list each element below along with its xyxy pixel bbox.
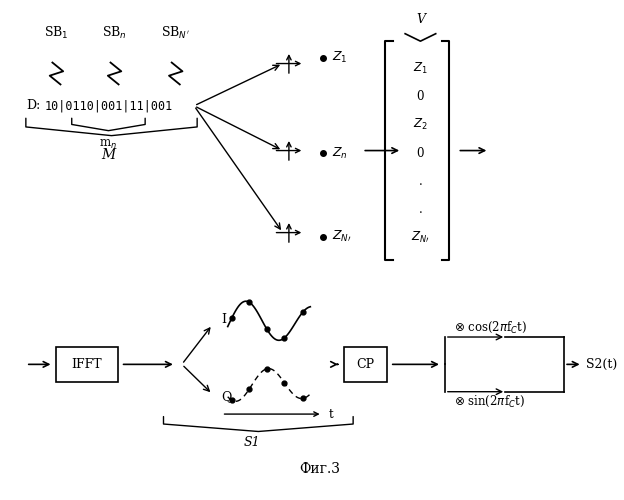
Text: 0: 0 <box>417 146 424 160</box>
Text: $Z_n$: $Z_n$ <box>332 146 348 160</box>
Text: $Z_1$: $Z_1$ <box>332 50 348 65</box>
Bar <box>56 347 117 382</box>
Text: SB$_{N'}$: SB$_{N'}$ <box>162 25 190 41</box>
Text: Фиг.3: Фиг.3 <box>299 462 340 476</box>
Text: $\otimes$ cos(2$\pi$f$_C$t): $\otimes$ cos(2$\pi$f$_C$t) <box>454 320 527 334</box>
Text: .: . <box>419 174 422 188</box>
Text: I: I <box>222 313 227 326</box>
Text: $Z_{N\prime}$: $Z_{N\prime}$ <box>332 229 351 244</box>
Text: m$_n$: m$_n$ <box>99 138 117 151</box>
Text: .: . <box>419 203 422 216</box>
Text: t: t <box>329 408 333 420</box>
Text: M: M <box>101 148 115 162</box>
Text: $\otimes$ sin(2$\pi$f$_C$t): $\otimes$ sin(2$\pi$f$_C$t) <box>454 394 525 409</box>
Text: V: V <box>416 13 425 26</box>
Text: $Z_{N\prime}$: $Z_{N\prime}$ <box>411 230 430 245</box>
Text: CP: CP <box>356 358 374 371</box>
Bar <box>344 347 387 382</box>
Text: $Z_2$: $Z_2$ <box>413 118 428 132</box>
Text: S2(t): S2(t) <box>585 358 617 371</box>
Text: S1: S1 <box>244 436 260 450</box>
Text: SB$_n$: SB$_n$ <box>102 25 127 41</box>
Text: IFFT: IFFT <box>72 358 102 371</box>
Text: 10|0110|001|11|001: 10|0110|001|11|001 <box>44 100 173 112</box>
Text: Q: Q <box>222 390 232 403</box>
Text: $Z_1$: $Z_1$ <box>413 61 428 76</box>
Text: D:: D: <box>26 100 40 112</box>
Text: 0: 0 <box>417 90 424 103</box>
Text: SB$_1$: SB$_1$ <box>44 25 69 41</box>
